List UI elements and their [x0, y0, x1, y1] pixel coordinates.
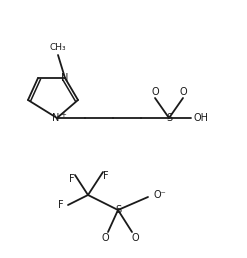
Text: N: N: [61, 73, 69, 83]
Text: O: O: [151, 87, 159, 97]
Text: OH: OH: [193, 113, 208, 123]
Text: F: F: [58, 200, 64, 210]
Text: +: +: [60, 112, 66, 118]
Text: CH₃: CH₃: [50, 44, 66, 52]
Text: F: F: [103, 171, 109, 181]
Text: S: S: [115, 205, 121, 215]
Text: O⁻: O⁻: [154, 190, 166, 200]
Text: O: O: [179, 87, 187, 97]
Text: O: O: [101, 233, 109, 243]
Text: O: O: [131, 233, 139, 243]
Text: S: S: [166, 113, 172, 123]
Text: F: F: [69, 174, 75, 184]
Text: N: N: [52, 113, 60, 123]
